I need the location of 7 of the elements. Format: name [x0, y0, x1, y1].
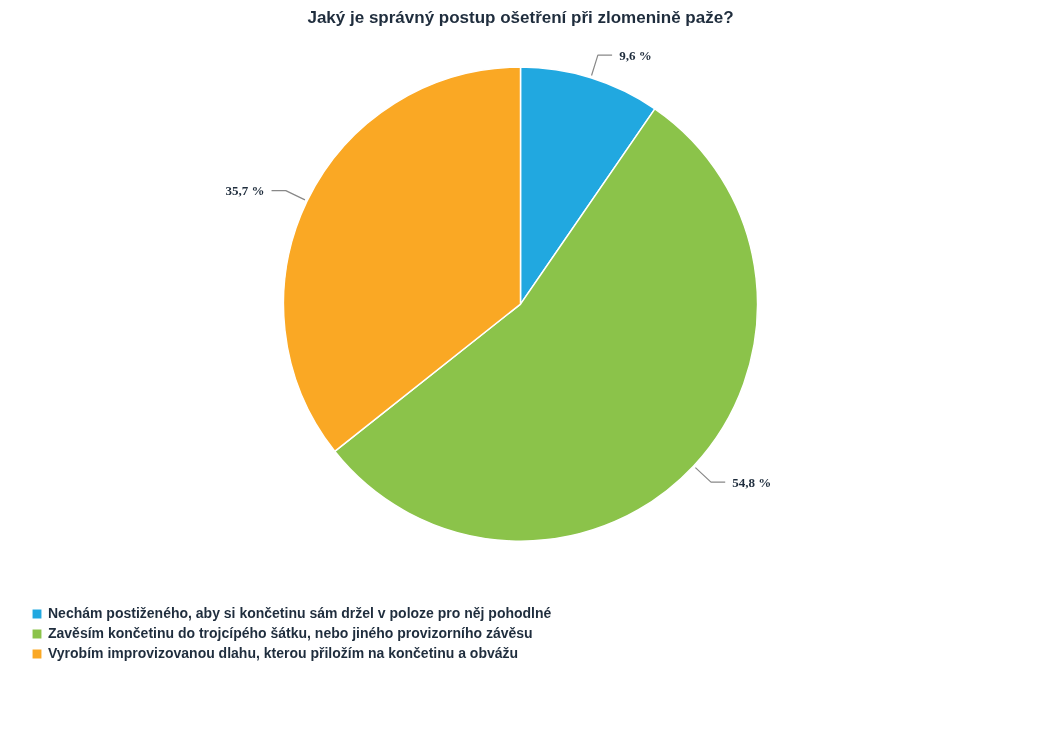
- legend-label: Zavěsím končetinu do trojcípého šátku, nebo jiného provizorního závěsu: [48, 625, 533, 641]
- data-label: 35,7 %: [225, 183, 265, 199]
- legend-label: Vyrobím improvizovanou dlahu, kterou přiložím na končetinu a obvážu: [48, 645, 519, 661]
- legend-label: Nechám postiženého, aby si končetinu sám držel v poloze pro něj pohodlné: [48, 605, 552, 621]
- data-label: 54,8 %: [732, 474, 772, 490]
- chart-title: Jaký je správný postup ošetření při zlomenině paže?: [307, 7, 734, 27]
- data-label: 9,6 %: [619, 47, 652, 63]
